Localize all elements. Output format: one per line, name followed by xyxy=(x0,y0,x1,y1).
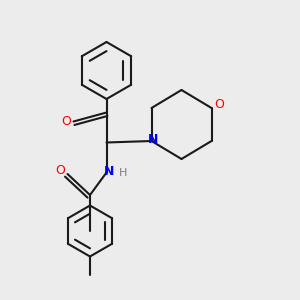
Text: O: O xyxy=(55,164,65,178)
Text: N: N xyxy=(148,133,158,146)
Text: N: N xyxy=(104,165,114,178)
Text: O: O xyxy=(214,98,224,112)
Text: O: O xyxy=(61,115,71,128)
Text: H: H xyxy=(119,167,127,178)
